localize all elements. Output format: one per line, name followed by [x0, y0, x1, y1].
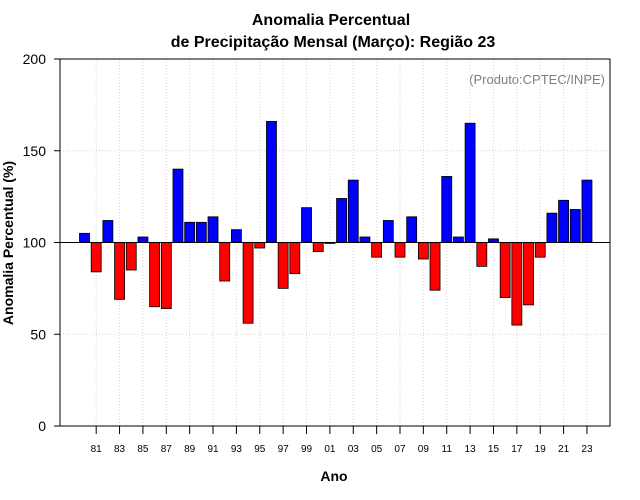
- bar-2002: [336, 198, 347, 243]
- bar-2016: [499, 242, 511, 298]
- bar-1981: [90, 242, 102, 273]
- bar-2017: [511, 242, 523, 326]
- bar-2022: [569, 209, 581, 243]
- y-tick-label: 100: [23, 235, 47, 251]
- y-tick-label: 50: [30, 326, 46, 342]
- x-tick-label: 97: [278, 444, 290, 455]
- x-tick-label: 03: [348, 444, 360, 455]
- bar-1991: [207, 216, 219, 243]
- bar-2008: [406, 216, 418, 243]
- bar-2004: [359, 236, 371, 243]
- x-tick-label: 09: [418, 444, 430, 455]
- bar-2018: [523, 242, 534, 306]
- bar-2015: [488, 238, 499, 243]
- x-tick-label: 91: [207, 444, 219, 455]
- bar-2020: [546, 212, 558, 243]
- bar-1995: [254, 242, 266, 249]
- chart-title: Anomalia Percentual: [252, 12, 410, 29]
- bar-2014: [476, 242, 488, 267]
- bar-1983: [114, 242, 125, 300]
- bar-2000: [312, 242, 324, 253]
- x-tick-label: 99: [301, 444, 313, 455]
- bar-1984: [125, 242, 137, 271]
- bar-1996: [266, 120, 277, 243]
- x-tick-label: 11: [442, 444, 453, 455]
- x-tick-label: 01: [324, 444, 336, 455]
- x-tick-label: 15: [488, 444, 500, 455]
- bar-1990: [195, 221, 207, 243]
- x-tick-label: 19: [535, 444, 547, 455]
- bar-1993: [231, 229, 242, 243]
- bar-2013: [464, 122, 476, 243]
- bar-2009: [417, 242, 429, 260]
- bar-1982: [102, 220, 114, 243]
- bar-1986: [149, 242, 161, 308]
- bar-2019: [534, 242, 546, 258]
- bar-1987: [160, 242, 172, 309]
- bar-2023: [581, 179, 593, 243]
- bar-2010: [429, 242, 441, 291]
- x-tick-label: 13: [465, 444, 477, 455]
- bar-1999: [301, 207, 312, 243]
- x-tick-label: 93: [231, 444, 243, 455]
- bar-1994: [242, 242, 254, 324]
- y-axis-label: Anomalia Percentual (%): [0, 161, 16, 325]
- bar-2021: [558, 199, 569, 243]
- bar-2003: [347, 179, 359, 243]
- x-tick-label: 05: [371, 444, 383, 455]
- bar-1980: [79, 232, 90, 243]
- x-tick-label: 83: [114, 444, 126, 455]
- bar-1992: [219, 242, 231, 282]
- bar-2005: [371, 242, 383, 258]
- x-tick-label: 87: [161, 444, 173, 455]
- bar-2012: [453, 236, 464, 243]
- x-tick-label: 95: [254, 444, 266, 455]
- x-tick-label: 89: [184, 444, 196, 455]
- source-annotation: (Produto:CPTEC/INPE): [469, 72, 605, 87]
- chart-subtitle: de Precipitação Mensal (Março): Região 2…: [171, 34, 496, 51]
- bar-2011: [441, 176, 453, 243]
- x-axis: 81 83 85 87 89 91 93 95 97 99 01 03 05 07 09 11 13 15 17 19…: [91, 426, 593, 455]
- x-tick-label: 23: [581, 444, 593, 455]
- x-tick-label: 81: [91, 444, 103, 455]
- bar-1988: [172, 168, 184, 243]
- x-tick-label: 17: [511, 444, 523, 455]
- bar-1997: [277, 242, 289, 289]
- y-tick-label: 200: [23, 51, 47, 67]
- bar-2007: [394, 242, 406, 258]
- y-tick-label: 0: [38, 418, 46, 434]
- y-axis: 0 50 100 150 200: [23, 51, 60, 434]
- bar-2006: [382, 220, 394, 243]
- bar-1985: [137, 236, 149, 243]
- x-tick-label: 85: [137, 444, 149, 455]
- bar-1998: [289, 242, 301, 275]
- x-axis-label: Ano: [320, 468, 347, 484]
- x-tick-label: 21: [558, 444, 570, 455]
- bars: [79, 120, 593, 326]
- bar-1989: [184, 221, 196, 243]
- x-tick-label: 07: [394, 444, 406, 455]
- y-tick-label: 150: [23, 143, 47, 159]
